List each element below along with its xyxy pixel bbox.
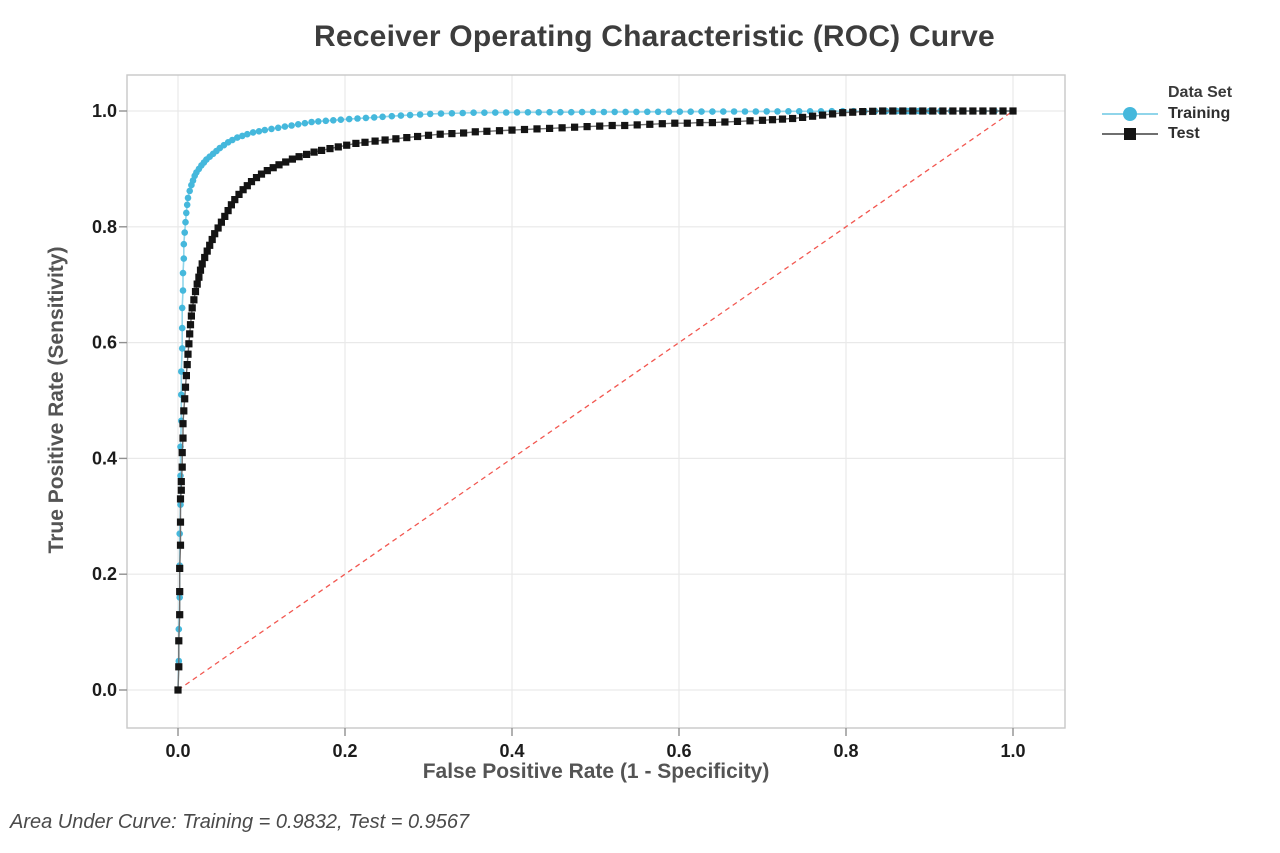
x-tick-label: 0.6: [666, 741, 691, 761]
test-square-marker-icon: [1102, 128, 1158, 140]
chart-title: Receiver Operating Characteristic (ROC) …: [314, 20, 995, 53]
y-tick-label: 0.2: [92, 564, 117, 584]
y-tick-label: 0.6: [92, 333, 117, 353]
x-tick-label: 0.4: [499, 741, 524, 761]
x-axis-label: False Positive Rate (1 - Specificity): [422, 760, 770, 783]
x-tick-label: 0.8: [833, 741, 858, 761]
series-test: [174, 107, 1017, 694]
training-circle-marker-icon: [1102, 107, 1158, 121]
auc-footnote: Area Under Curve: Training = 0.9832, Tes…: [10, 811, 470, 833]
legend: Data Set Training Test: [1100, 84, 1232, 144]
axis-tick-marks: 0.0 0.2 0.4 0.6 0.8 1.0 0.0 0.2 0.4 0.6 0.8 1.0: [92, 101, 1026, 761]
legend-item-training: Training: [1100, 104, 1232, 124]
y-axis-label: True Positive Rate (Sensitivity): [45, 246, 68, 554]
y-tick-label: 0.4: [92, 448, 117, 468]
x-tick-label: 0.2: [332, 741, 357, 761]
chance-diagonal-line: [177, 110, 1014, 691]
y-tick-label: 0.8: [92, 217, 117, 237]
x-tick-label: 1.0: [1000, 741, 1025, 761]
plot-border: [126, 74, 1066, 729]
y-tick-label: 1.0: [92, 101, 117, 121]
gridlines: [127, 75, 1065, 728]
y-tick-label: 0.0: [92, 680, 117, 700]
legend-label: Test: [1168, 125, 1200, 142]
x-tick-label: 0.0: [165, 741, 190, 761]
legend-title: Data Set: [1168, 84, 1233, 101]
legend-label: Training: [1168, 105, 1231, 122]
legend-item-test: Test: [1100, 124, 1232, 144]
